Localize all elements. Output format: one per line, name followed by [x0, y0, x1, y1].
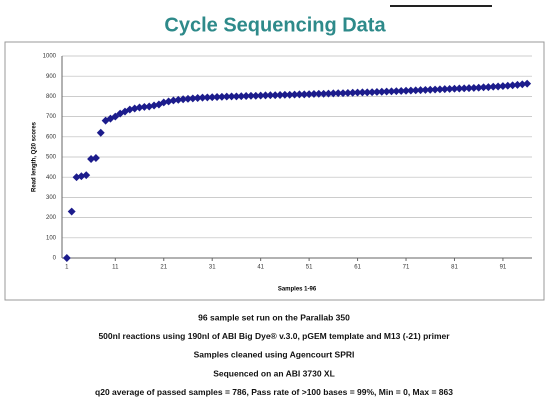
x-tick-label: 11: [112, 265, 119, 271]
point: [198, 93, 207, 102]
note: Sequenced on an ABI 3730 XL: [213, 368, 335, 378]
chart-title: Cycle Sequencing Data: [164, 14, 386, 36]
x-tick-label: 41: [257, 265, 264, 271]
note: q20 average of passed samples = 786, Pas…: [95, 387, 453, 397]
y-tick-label: 600: [46, 134, 57, 140]
x-tick-label: 1: [65, 265, 69, 271]
point: [96, 128, 105, 137]
y-axis-label: Read length, Q20 scores: [32, 121, 38, 192]
x-tick-label: 21: [160, 265, 167, 271]
x-tick-label: 81: [451, 265, 458, 271]
point: [237, 92, 246, 101]
point: [222, 92, 231, 101]
x-tick-label: 61: [354, 265, 361, 271]
x-tick-label: 31: [209, 265, 216, 271]
note: 500nl reactions using 190nl of ABI Big D…: [98, 331, 450, 341]
x-tick-label: 91: [500, 265, 507, 271]
point: [184, 94, 192, 103]
y-tick-label: 100: [46, 235, 57, 241]
point: [232, 92, 241, 101]
y-tick-label: 300: [46, 195, 57, 201]
point: [213, 93, 222, 101]
point: [67, 207, 76, 216]
chart-frame: [4, 41, 545, 301]
y-tick-label: 700: [46, 114, 57, 120]
x-tick-label: 51: [306, 265, 313, 271]
point: [179, 95, 188, 104]
y-tick-label: 900: [46, 74, 57, 80]
y-tick-label: 400: [46, 175, 57, 181]
x-tick-label: 71: [403, 265, 410, 271]
y-tick-label: 200: [46, 215, 57, 221]
point: [193, 94, 202, 102]
y-tick-label: 0: [53, 256, 57, 262]
point: [62, 254, 71, 262]
point: [523, 79, 532, 88]
x-axis-label: Samples 1-96: [278, 287, 317, 293]
y-tick-label: 500: [46, 155, 57, 161]
point: [82, 171, 91, 180]
y-tick-label: 800: [46, 94, 57, 100]
point: [91, 154, 100, 162]
y-tick-label: 1000: [43, 54, 57, 60]
point: [247, 91, 255, 100]
note: Samples cleaned using Agencourt SPRI: [194, 350, 355, 360]
note: 96 sample set run on the Parallab 350: [198, 312, 350, 322]
point: [188, 94, 197, 103]
